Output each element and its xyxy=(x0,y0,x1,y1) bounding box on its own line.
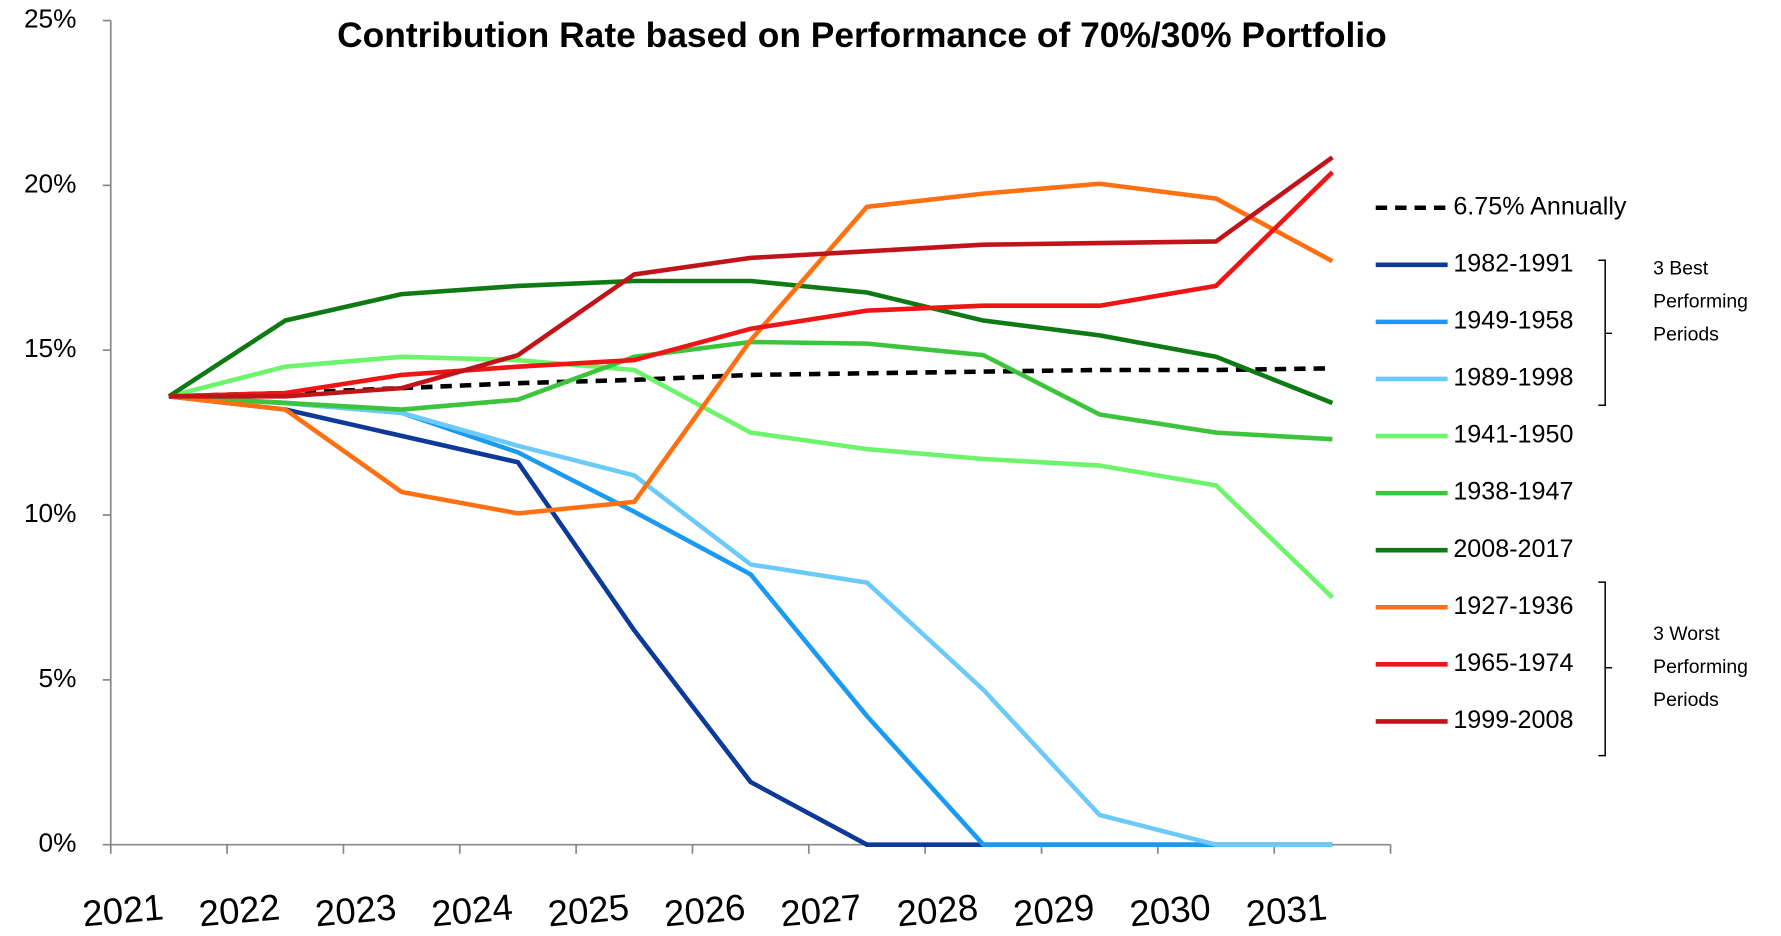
y-tick-label: 15% xyxy=(24,333,77,363)
legend-label: 1927-1936 xyxy=(1453,592,1573,620)
x-tick-label: 2021 xyxy=(81,886,166,934)
series-line xyxy=(167,278,1334,406)
legend-label: 6.75% Annually xyxy=(1453,192,1627,220)
x-tick-label: 2028 xyxy=(895,886,980,934)
y-tick-label: 20% xyxy=(24,168,77,198)
x-tick-label: 2029 xyxy=(1012,886,1097,934)
legend-label: 1982-1991 xyxy=(1453,249,1573,277)
y-tick-label: 0% xyxy=(39,828,77,858)
y-tick-label: 5% xyxy=(39,663,77,693)
x-tick-label: 2026 xyxy=(662,886,747,934)
legend-label: 1989-1998 xyxy=(1453,364,1573,392)
annotation: Periods xyxy=(1653,324,1719,346)
chart-title: Contribution Rate based on Performance o… xyxy=(337,16,1387,55)
x-tick-label: 2023 xyxy=(313,886,398,934)
annotation: Performing xyxy=(1653,291,1748,313)
y-tick-label: 25% xyxy=(24,3,77,33)
legend-label: 2008-2017 xyxy=(1453,535,1573,563)
series-line xyxy=(168,394,1333,847)
annotation: 3 Best xyxy=(1653,258,1709,280)
legend-label: 1938-1947 xyxy=(1453,478,1573,506)
x-tick-label: 2022 xyxy=(197,886,282,934)
x-tick-label: 2031 xyxy=(1244,886,1329,934)
series-line xyxy=(168,170,1334,399)
legend-label: 1941-1950 xyxy=(1453,421,1573,449)
legend-label: 1999-2008 xyxy=(1453,706,1573,734)
x-tick-label: 2024 xyxy=(430,886,515,934)
series-line xyxy=(168,394,1333,847)
best-bracket xyxy=(1598,259,1613,406)
legend-label: 1949-1958 xyxy=(1453,307,1573,335)
legend-label: 1965-1974 xyxy=(1453,649,1573,677)
series-line xyxy=(168,354,1334,600)
annotation: Periods xyxy=(1653,689,1719,711)
annotation: Performing xyxy=(1653,656,1748,678)
x-tick-label: 2027 xyxy=(779,886,864,934)
series-line xyxy=(168,394,1333,847)
annotation: 3 Worst xyxy=(1653,623,1720,645)
x-tick-label: 2025 xyxy=(546,886,631,934)
x-tick-label: 2030 xyxy=(1128,886,1213,934)
y-tick-label: 10% xyxy=(24,498,77,528)
series-line xyxy=(168,181,1334,516)
worst-bracket xyxy=(1598,581,1613,757)
series-line xyxy=(168,155,1334,399)
